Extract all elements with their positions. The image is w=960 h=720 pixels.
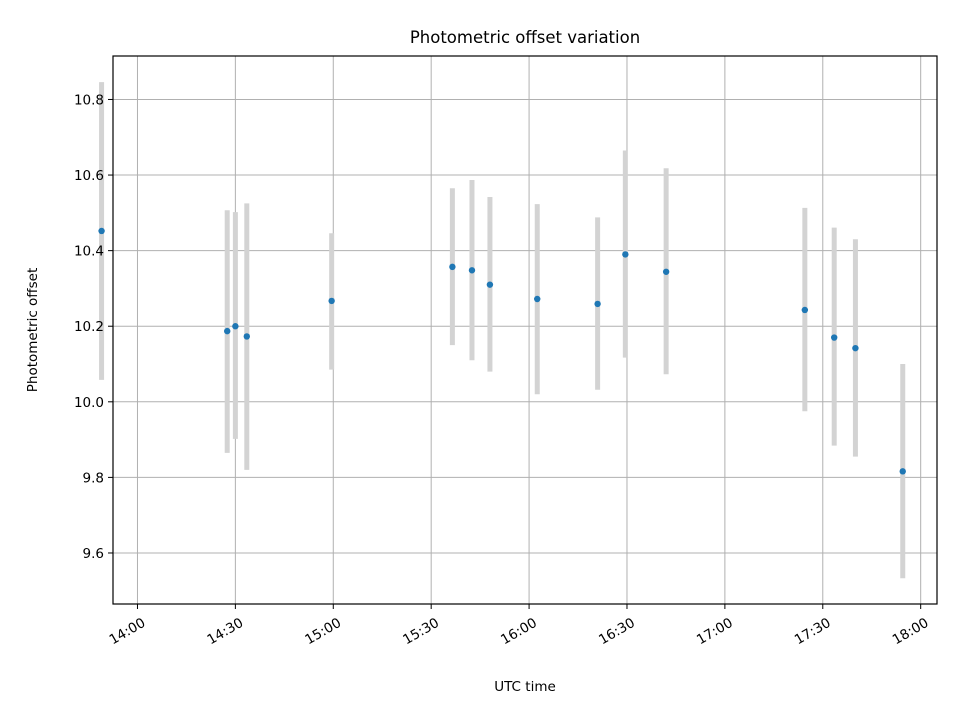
y-tick-label: 9.6 [83, 546, 104, 562]
plot-frame [112, 55, 938, 605]
data-point [662, 268, 670, 275]
data-point [486, 281, 494, 288]
y-tick-label: 10.2 [74, 319, 104, 335]
x-axis-label: UTC time [494, 679, 556, 695]
data-point [852, 344, 859, 352]
y-tick-label: 10.4 [74, 244, 104, 260]
chart-title: Photometric offset variation [410, 28, 640, 47]
data-point [899, 468, 906, 475]
data-point [449, 263, 456, 271]
data-points [98, 227, 906, 475]
data-point [98, 227, 105, 235]
data-point [468, 267, 476, 274]
y-tick-label: 10.6 [74, 168, 104, 184]
data-point [328, 297, 335, 305]
data-point [534, 295, 541, 303]
y-tick-label: 9.8 [83, 470, 104, 486]
data-point [831, 334, 838, 341]
data-point [224, 327, 231, 335]
y-axis-label: Photometric offset [25, 268, 41, 392]
y-axis-ticks: 9.6 9.8 10.0 10.2 10.4 10.6 10.8 [74, 92, 113, 562]
y-tick-label: 10.8 [74, 92, 104, 108]
data-point [594, 300, 601, 308]
data-point [622, 251, 629, 258]
y-tick-label: 10.0 [74, 395, 104, 411]
data-point [232, 323, 239, 330]
data-point [801, 306, 809, 314]
data-point [243, 333, 250, 340]
